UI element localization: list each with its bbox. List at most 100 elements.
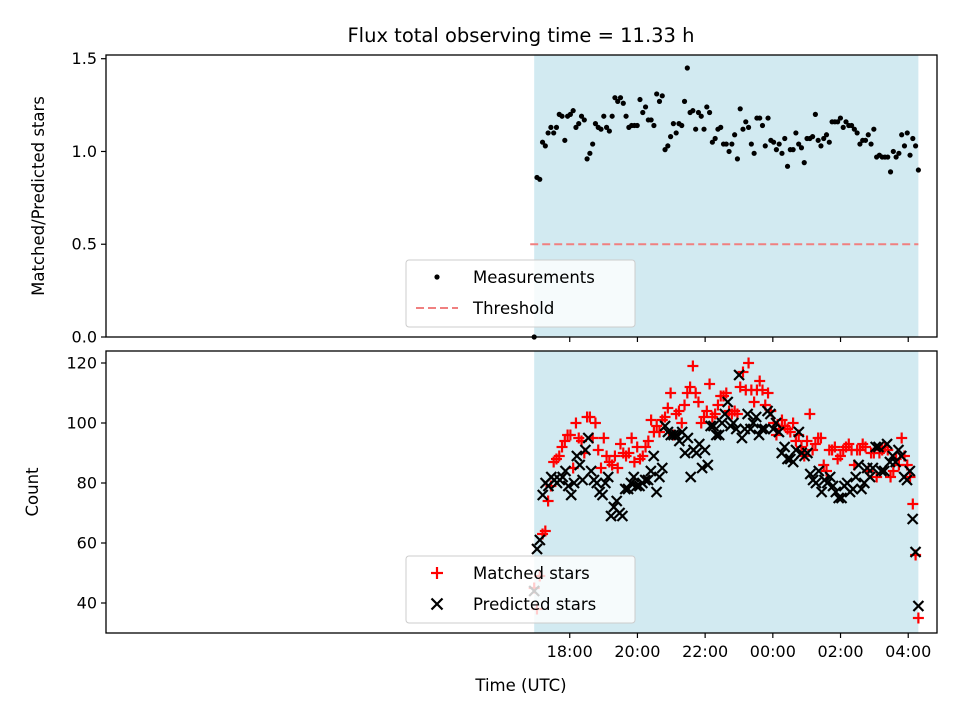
predicted-star-point	[815, 486, 828, 498]
measurement-point	[729, 141, 735, 147]
matched-star-point	[871, 471, 883, 483]
count-legend: Matched stars Predicted stars	[405, 555, 636, 624]
predicted-star-point	[867, 462, 879, 474]
count-panel-frame	[105, 350, 938, 634]
measurement-point	[862, 137, 869, 143]
measurement-point	[784, 163, 791, 169]
matched-star-point	[684, 381, 696, 393]
matched-star-point	[754, 375, 766, 387]
predicted-star-point	[736, 432, 748, 444]
predicted-star-point	[559, 465, 572, 477]
measurement-point	[885, 154, 891, 160]
matched-star-point	[676, 417, 688, 429]
predicted-star-point	[733, 369, 745, 381]
matched-star-point	[553, 450, 565, 462]
matched-star-point	[815, 432, 827, 444]
matched-star-point	[637, 450, 649, 462]
predicted-star-point	[684, 471, 697, 483]
matched-star-point	[612, 462, 624, 474]
predicted-star-point	[904, 465, 916, 477]
x-tick-label: 04:00	[885, 642, 931, 661]
measurement-point	[893, 154, 899, 160]
predicted-stars-series	[528, 369, 925, 612]
y-tick-label: 0.5	[72, 235, 97, 254]
predicted-star-point	[793, 426, 805, 438]
x-axis-label: Time (UTC)	[474, 676, 566, 695]
predicted-star-point	[713, 429, 725, 441]
matched-star-point	[542, 495, 554, 507]
predicted-star-point	[679, 447, 691, 459]
measurement-point	[901, 143, 908, 149]
measurement-point	[815, 137, 821, 143]
matched-star-point	[595, 462, 607, 474]
predicted-star-point	[804, 468, 817, 480]
matched-star-point	[539, 525, 551, 537]
predicted-star-point	[881, 438, 893, 450]
legend-predicted-marker	[430, 597, 444, 611]
y-tick-label: 60	[77, 534, 97, 553]
matched-star-point	[623, 447, 635, 459]
measurement-point	[553, 124, 560, 130]
matched-star-point	[653, 426, 665, 438]
predicted-star-point	[895, 450, 908, 462]
legend-matched-marker	[431, 567, 443, 579]
predicted-star-point	[892, 444, 905, 456]
matched-star-point	[626, 432, 638, 444]
predicted-star-point	[832, 492, 845, 504]
legend-matched-label: Matched stars	[473, 564, 590, 583]
measurement-point	[584, 156, 590, 162]
matched-star-point	[673, 405, 685, 417]
predicted-star-point	[650, 486, 663, 498]
matched-star-point	[907, 498, 919, 510]
measurement-point	[854, 130, 860, 136]
predicted-star-point	[758, 423, 771, 435]
y-tick-label: 40	[77, 594, 97, 613]
matched-star-point	[829, 441, 841, 453]
predicted-star-point	[556, 471, 569, 483]
measurement-point	[578, 113, 585, 119]
predicted-star-point	[645, 465, 657, 477]
measurement-point	[670, 121, 676, 127]
measurement-point	[823, 132, 830, 138]
predicted-star-point	[909, 546, 922, 558]
predicted-star-point	[864, 471, 876, 483]
predicted-star-point	[741, 408, 754, 420]
measurement-point	[642, 104, 649, 110]
predicted-star-point	[710, 429, 723, 441]
measurement-point	[559, 113, 565, 119]
measurement-point	[668, 134, 674, 140]
measurement-point	[737, 106, 743, 112]
matched-star-point	[743, 357, 755, 369]
measurement-point	[603, 124, 610, 130]
ratio-panel-frame	[105, 54, 938, 338]
predicted-star-point	[585, 465, 597, 477]
predicted-star-point	[847, 483, 859, 495]
matched-star-point	[762, 387, 774, 399]
predicted-star-point	[690, 447, 703, 459]
predicted-star-point	[602, 471, 614, 483]
matched-star-point	[756, 384, 768, 396]
measurement-point	[573, 124, 579, 130]
matched-star-point	[712, 399, 724, 411]
predicted-star-point	[647, 450, 660, 462]
measurement-point	[623, 113, 629, 119]
measurement-point	[656, 98, 663, 104]
measurement-point	[915, 167, 921, 173]
matched-star-point	[843, 438, 855, 450]
measurement-point	[812, 111, 818, 117]
matched-star-point	[896, 432, 908, 444]
predicted-star-point	[801, 447, 814, 459]
measurement-point	[576, 121, 582, 127]
matched-star-point	[912, 612, 924, 624]
matched-star-point	[559, 435, 571, 447]
predicted-star-point	[750, 411, 762, 423]
matched-star-point	[592, 444, 604, 456]
measurement-point	[698, 113, 704, 119]
measurement-point	[801, 160, 807, 166]
measurement-point	[570, 108, 576, 114]
measurement-point	[818, 143, 824, 149]
measurement-point	[743, 119, 749, 125]
measurements-series	[531, 65, 921, 340]
measurement-point	[562, 137, 568, 143]
predicted-star-point	[730, 423, 743, 435]
